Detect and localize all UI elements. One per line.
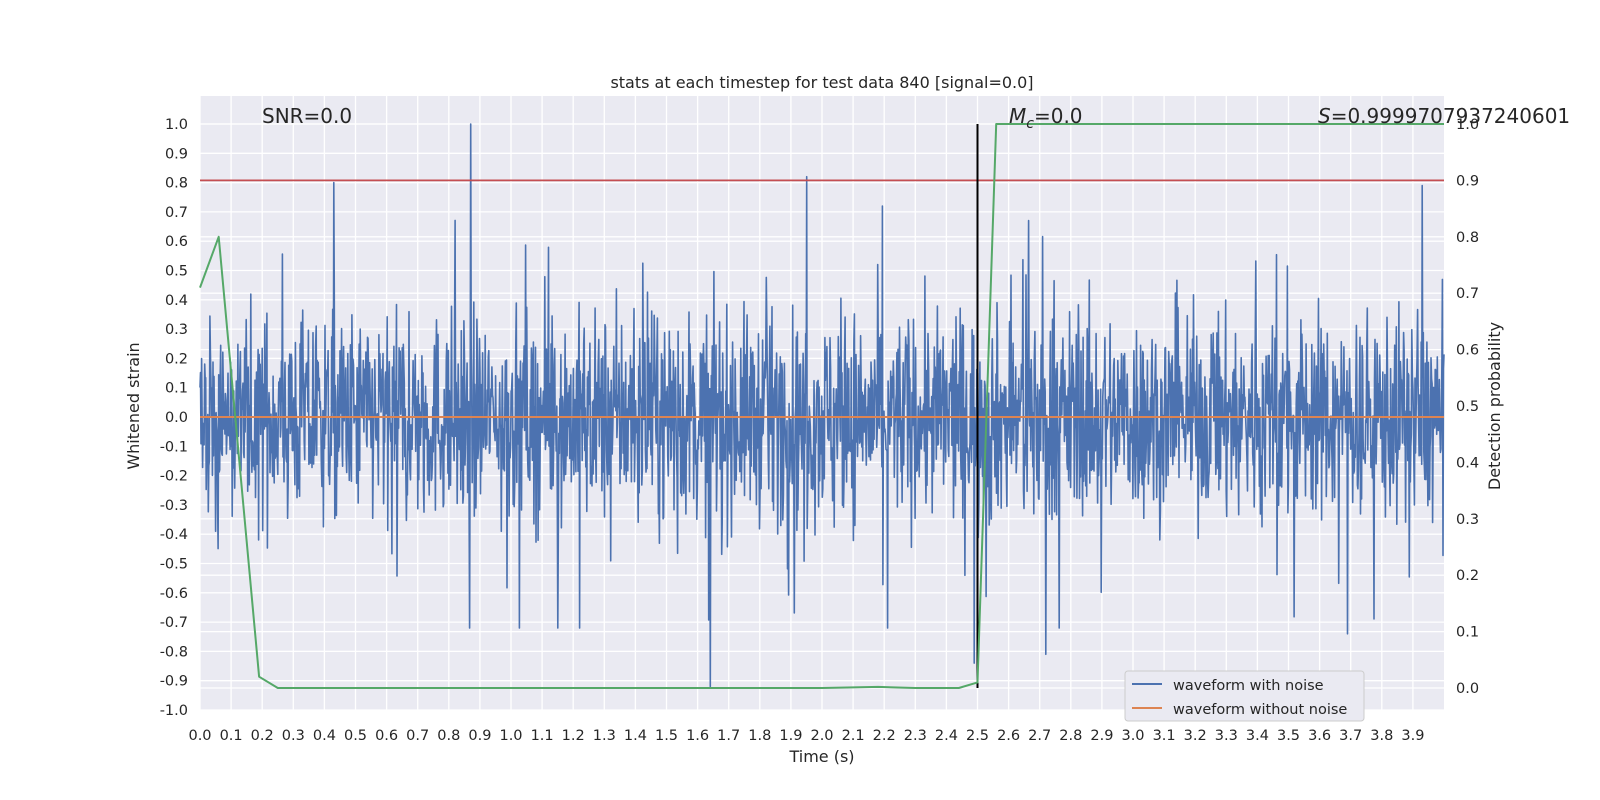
y-right-tick-label: 0.8 bbox=[1456, 230, 1479, 246]
annotation-snr: SNR=0.0 bbox=[262, 104, 352, 128]
y-tick-label: 0.9 bbox=[165, 146, 188, 162]
y-right-tick-label: 0.9 bbox=[1456, 173, 1479, 189]
y-tick-label: 0.0 bbox=[165, 410, 188, 426]
y-tick-label: 1.0 bbox=[165, 117, 188, 133]
detection-probability-line bbox=[199, 123, 1444, 689]
y-tick-label: -0.9 bbox=[160, 674, 188, 690]
y-right-axis-label: Detection probability bbox=[1485, 322, 1504, 490]
x-tick-label: 1.5 bbox=[655, 728, 678, 744]
y-tick-label: 0.7 bbox=[165, 205, 188, 221]
y-tick-label: 0.8 bbox=[165, 176, 188, 192]
x-tick-label: 2.7 bbox=[1028, 728, 1051, 744]
y-right-tick-label: 0.2 bbox=[1456, 568, 1479, 584]
y-tick-label: -0.3 bbox=[160, 498, 188, 514]
x-tick-label: 0.4 bbox=[313, 728, 336, 744]
x-tick-label: 3.1 bbox=[1153, 728, 1176, 744]
y-tick-label: -0.2 bbox=[160, 469, 188, 485]
legend-label-clean: waveform without noise bbox=[1173, 702, 1347, 718]
x-tick-label: 2.6 bbox=[997, 728, 1020, 744]
x-tick-label: 1.0 bbox=[499, 728, 522, 744]
x-tick-label: 1.2 bbox=[562, 728, 585, 744]
x-tick-label: 3.0 bbox=[1121, 728, 1144, 744]
y-right-tick-label: 1.0 bbox=[1456, 117, 1479, 133]
series-waveform-with-noise bbox=[199, 123, 1445, 688]
x-tick-label: 3.9 bbox=[1401, 728, 1424, 744]
y-tick-label: 0.4 bbox=[165, 293, 188, 309]
chart-title: stats at each timestep for test data 840… bbox=[610, 73, 1033, 92]
y-right-tick-label: 0.1 bbox=[1456, 625, 1479, 641]
x-tick-label: 2.8 bbox=[1059, 728, 1082, 744]
x-tick-label: 0.0 bbox=[188, 728, 211, 744]
y-tick-label: -0.5 bbox=[160, 557, 188, 573]
annotation-s-symbol: S bbox=[1318, 104, 1331, 128]
x-tick-label: 1.7 bbox=[717, 728, 740, 744]
y-tick-label: 0.5 bbox=[165, 264, 188, 280]
y-tick-label: -1.0 bbox=[160, 703, 188, 719]
x-tick-label: 3.7 bbox=[1339, 728, 1362, 744]
x-tick-label: 2.4 bbox=[935, 728, 958, 744]
y-tick-label: 0.3 bbox=[165, 322, 188, 338]
series-detection-probability bbox=[199, 123, 1444, 689]
y-right-tick-labels: 1.0 0.9 0.8 0.7 0.6 0.5 0.4 0.3 0.2 0.1 0.0 bbox=[1456, 117, 1479, 697]
annotation-s: S=0.9999707937240601 bbox=[1318, 104, 1570, 128]
x-tick-label: 3.2 bbox=[1184, 728, 1207, 744]
x-tick-label: 0.5 bbox=[344, 728, 367, 744]
x-tick-label: 2.3 bbox=[904, 728, 927, 744]
x-tick-label: 0.9 bbox=[468, 728, 491, 744]
annotation-mc-symbol: M bbox=[1009, 104, 1026, 128]
annotation-mc: Mc=0.0 bbox=[1009, 104, 1083, 132]
x-tick-label: 0.6 bbox=[375, 728, 398, 744]
y-tick-label: 0.2 bbox=[165, 351, 188, 367]
x-tick-label: 0.1 bbox=[220, 728, 243, 744]
annotation-s-value: =0.9999707937240601 bbox=[1331, 104, 1570, 128]
x-tick-label: 1.9 bbox=[779, 728, 802, 744]
annotation-mc-subscript: c bbox=[1026, 116, 1034, 132]
y-tick-label: -0.7 bbox=[160, 615, 188, 631]
y-tick-label: -0.1 bbox=[160, 439, 188, 455]
x-tick-label: 3.8 bbox=[1370, 728, 1393, 744]
x-tick-label: 1.3 bbox=[593, 728, 616, 744]
y-tick-label: 0.1 bbox=[165, 381, 188, 397]
x-tick-label: 2.9 bbox=[1090, 728, 1113, 744]
y-right-tick-label: 0.6 bbox=[1456, 343, 1479, 359]
x-axis-label: Time (s) bbox=[788, 747, 854, 766]
x-tick-label: 2.5 bbox=[966, 728, 989, 744]
x-tick-labels: 0.0 0.1 0.2 0.3 0.4 0.5 0.6 0.7 0.8 0.9 1.0 1.1 1.2 1… bbox=[188, 728, 1424, 744]
legend-label-noise: waveform with noise bbox=[1173, 678, 1324, 694]
x-tick-label: 3.6 bbox=[1308, 728, 1331, 744]
x-tick-label: 2.1 bbox=[842, 728, 865, 744]
waveform-noise-line bbox=[199, 123, 1445, 688]
annotation-mc-value: =0.0 bbox=[1034, 104, 1083, 128]
y-right-tick-label: 0.5 bbox=[1456, 399, 1479, 415]
x-tick-label: 0.7 bbox=[406, 728, 429, 744]
x-tick-label: 1.1 bbox=[531, 728, 554, 744]
x-tick-label: 1.4 bbox=[624, 728, 647, 744]
y-right-tick-label: 0.7 bbox=[1456, 286, 1479, 302]
legend-box bbox=[1124, 670, 1365, 722]
x-tick-label: 3.5 bbox=[1277, 728, 1300, 744]
y-right-tick-label: 0.3 bbox=[1456, 512, 1479, 528]
legend: waveform with noise waveform without noi… bbox=[1124, 670, 1365, 722]
x-tick-label: 3.4 bbox=[1246, 728, 1269, 744]
y-axis-label: Whitened strain bbox=[124, 342, 143, 469]
y-tick-label: -0.8 bbox=[160, 644, 188, 660]
x-tick-label: 3.3 bbox=[1215, 728, 1238, 744]
x-tick-label: 1.8 bbox=[748, 728, 771, 744]
y-tick-label: -0.6 bbox=[160, 586, 188, 602]
x-tick-label: 0.8 bbox=[437, 728, 460, 744]
x-tick-label: 1.6 bbox=[686, 728, 709, 744]
y-tick-label: -0.4 bbox=[160, 527, 188, 543]
x-tick-label: 2.2 bbox=[873, 728, 896, 744]
y-tick-label: 0.6 bbox=[165, 234, 188, 250]
x-tick-label: 2.0 bbox=[810, 728, 833, 744]
x-tick-label: 0.3 bbox=[282, 728, 305, 744]
y-right-tick-label: 0.4 bbox=[1456, 455, 1479, 471]
y-right-tick-label: 0.0 bbox=[1456, 681, 1479, 697]
x-tick-label: 0.2 bbox=[251, 728, 274, 744]
y-tick-labels: 1.0 0.9 0.8 0.7 0.6 0.5 0.4 0.3 0.2 0.1 0.0 -0.1 -0.… bbox=[160, 117, 188, 719]
